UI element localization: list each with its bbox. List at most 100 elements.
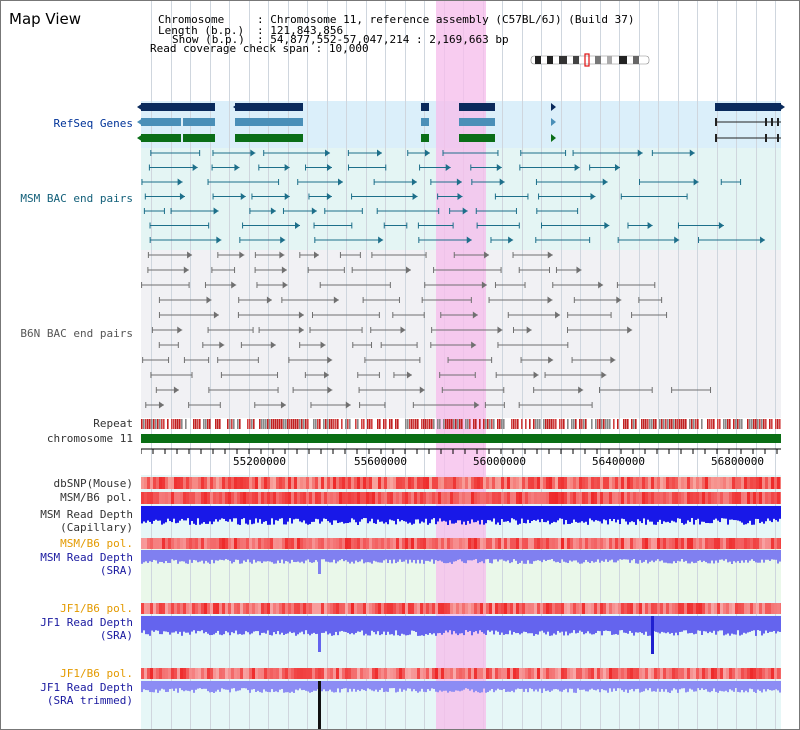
bac-end-pair[interactable] [299,341,326,349]
bac-end-pair[interactable] [376,208,440,214]
bac-end-pair[interactable] [617,236,680,244]
bac-end-pair[interactable] [240,341,276,349]
track-label-msm-b6-pol[interactable]: MSM/B6 pol. [60,491,133,504]
bac-end-pair[interactable] [677,222,724,229]
bac-end-pair[interactable] [430,178,462,186]
bac-end-pair[interactable] [149,222,210,229]
bac-end-pair[interactable] [599,387,653,393]
bac-end-pair[interactable] [497,342,569,348]
bac-end-pair[interactable] [308,193,332,200]
bac-end-pair[interactable] [449,207,468,215]
bac-end-pair[interactable] [471,178,505,186]
bac-end-pair[interactable] [319,282,391,288]
track-label-dbsnp[interactable]: dbSNP(Mouse) [53,477,133,490]
bac-end-pair[interactable] [589,164,620,171]
bac-end-pair[interactable] [183,357,210,363]
bac-end-pair[interactable] [147,251,193,259]
track-label-msm-b6-pol-2[interactable]: MSM/B6 pol. [60,537,133,550]
msm-b6-pol-heat-strip-2[interactable] [141,538,781,549]
bac-end-pair[interactable] [310,401,351,409]
bac-end-pair[interactable] [421,297,472,303]
bac-end-pair[interactable] [566,326,633,334]
bac-end-pair[interactable] [147,266,189,274]
bac-end-pair[interactable] [475,208,517,214]
bac-end-pair[interactable] [638,297,663,303]
bac-end-pair[interactable] [141,282,190,288]
bac-end-pair[interactable] [520,356,554,364]
bac-end-pair[interactable] [535,237,591,243]
bac-end-pair[interactable] [555,266,582,274]
bac-end-pair[interactable] [324,208,363,214]
bac-end-pair[interactable] [631,312,668,318]
bac-end-pair[interactable] [170,207,219,215]
bac-end-pair[interactable] [351,193,418,200]
bac-end-pair[interactable] [371,252,427,258]
bac-end-pair[interactable] [440,311,478,319]
bac-end-pair[interactable] [263,149,331,157]
bac-end-pair[interactable] [212,149,256,157]
bac-end-pair[interactable] [572,149,643,157]
bac-end-pair[interactable] [571,356,616,364]
bac-end-pair[interactable] [155,386,179,394]
bac-end-pair[interactable] [407,149,430,157]
bac-end-pair[interactable] [242,222,301,229]
bac-end-pair[interactable] [304,371,330,379]
bac-end-pair[interactable] [535,178,608,186]
bac-end-pair[interactable] [352,342,373,348]
bac-end-pair[interactable] [249,207,276,215]
bac-end-pair[interactable] [158,342,179,348]
bac-end-pair[interactable] [476,222,520,229]
bac-end-pair[interactable] [347,149,383,157]
bac-end-pair[interactable] [288,356,333,364]
bac-end-pair[interactable] [256,281,288,289]
bac-end-pair[interactable] [208,387,279,393]
bac-end-pair[interactable] [538,193,596,200]
chromosome-bar[interactable] [141,434,781,443]
bac-end-pair[interactable] [520,150,567,156]
bac-end-pair[interactable] [552,281,604,289]
bac-end-pair[interactable] [412,401,480,409]
bac-end-pair[interactable] [364,357,421,363]
bac-end-pair[interactable] [207,179,280,185]
bac-end-pair[interactable] [292,386,333,394]
jf1-read-depth-sra-track[interactable] [141,616,781,654]
bac-end-pair[interactable] [519,164,580,171]
bac-end-pair[interactable] [392,312,425,318]
track-label-msm-read-depth-sra[interactable]: MSM Read Depth [40,551,133,564]
bac-end-pair[interactable] [357,372,380,378]
bac-end-pair[interactable] [358,386,425,394]
bac-end-pair[interactable] [220,372,279,378]
bac-end-pair[interactable] [251,193,290,200]
bac-end-pair[interactable] [370,326,406,334]
bac-end-pair[interactable] [237,311,304,319]
bac-end-pair[interactable] [217,357,259,363]
bac-end-pair[interactable] [212,193,246,200]
bac-end-pair[interactable] [512,326,532,334]
bac-end-pair[interactable] [518,402,593,408]
bac-end-pair[interactable] [536,208,579,214]
track-label-jf1-read-depth-sra[interactable]: JF1 Read Depth [40,616,133,629]
bac-end-pair[interactable] [494,282,526,288]
track-label-b6n-bac[interactable]: B6N BAC end pairs [20,327,133,340]
bac-end-pair[interactable] [447,357,493,363]
bac-end-pair[interactable] [518,267,551,273]
bac-end-pair[interactable] [297,178,343,186]
bac-end-pair[interactable] [362,297,400,303]
bac-end-pair[interactable] [217,251,245,259]
bac-end-pair[interactable] [507,311,561,319]
bac-end-pair[interactable] [639,178,699,186]
refseq-genes-track[interactable] [1,101,800,149]
bac-end-pair[interactable] [567,312,612,318]
track-label-jf1-b6-pol[interactable]: JF1/B6 pol. [60,602,133,615]
bac-end-pair[interactable] [373,178,417,186]
bac-end-pair[interactable] [380,342,418,348]
bac-end-pair[interactable] [204,281,237,289]
bac-end-pair[interactable] [258,326,304,334]
bac-end-pair[interactable] [141,178,183,186]
bac-end-pair[interactable] [540,222,610,229]
bac-end-pair[interactable] [441,387,505,393]
bac-end-pair[interactable] [339,252,361,258]
bac-end-pair[interactable] [433,267,502,273]
bac-end-pair[interactable] [309,327,363,333]
track-label-jf1-read-depth-trimmed[interactable]: JF1 Read Depth [40,681,133,694]
